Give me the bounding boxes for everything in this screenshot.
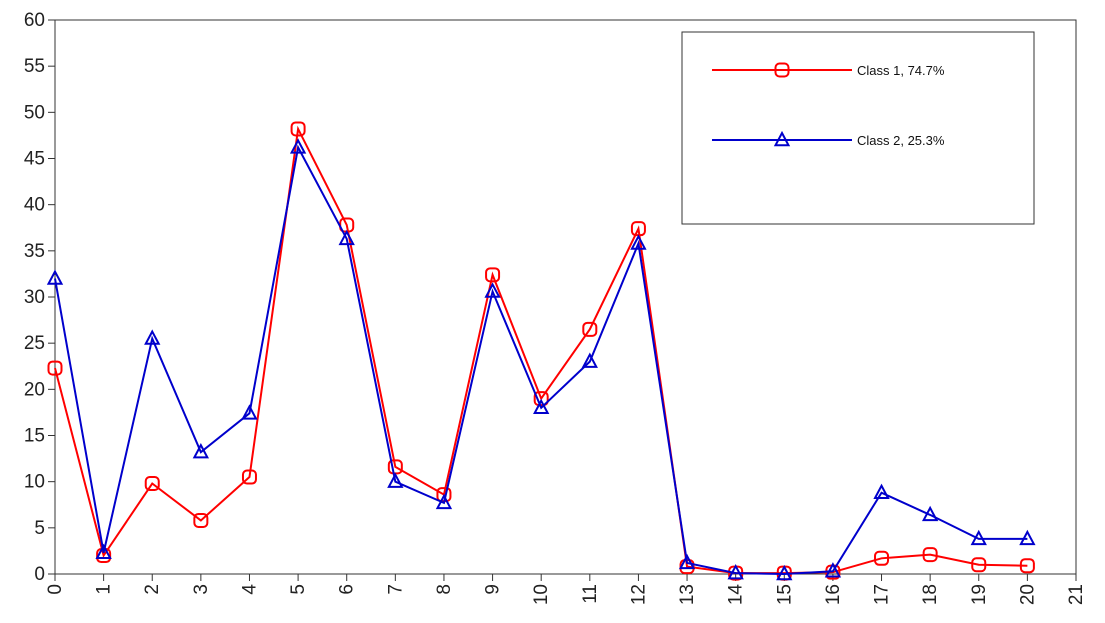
series-1-point — [971, 557, 987, 573]
y-tick-label: 5 — [34, 518, 45, 539]
x-tick-label: 6 — [337, 584, 358, 595]
x-tick-label: 20 — [1017, 584, 1038, 605]
legend: Class 1, 74.7% Class 2, 25.3% — [681, 31, 1035, 225]
y-tick-label: 35 — [24, 241, 45, 262]
legend-marker-2 — [773, 130, 791, 147]
series-layer — [46, 121, 1036, 581]
series-2-point — [824, 562, 842, 578]
y-tick-label: 25 — [24, 333, 45, 354]
series-2 — [46, 138, 1036, 581]
x-tick-label: 4 — [239, 584, 260, 595]
x-tick-label: 14 — [726, 584, 747, 606]
legend-marker-1 — [774, 62, 790, 78]
x-tick-label: 12 — [628, 584, 649, 605]
x-tick-label: 18 — [920, 584, 941, 605]
x-tick-label: 15 — [774, 584, 795, 605]
series-2-point — [387, 472, 404, 488]
x-tick-label: 16 — [823, 584, 844, 605]
y-tick-label: 30 — [24, 287, 45, 308]
x-tick-label: 13 — [677, 584, 698, 605]
series-line-1 — [54, 125, 1028, 575]
y-tick-label: 20 — [24, 379, 45, 400]
y-tick-label: 45 — [24, 149, 45, 170]
series-1-point — [144, 476, 160, 492]
x-tick-label: 1 — [94, 584, 115, 595]
series-1-point — [533, 391, 549, 407]
series-1-point — [485, 267, 501, 283]
series-2-point — [678, 553, 696, 570]
y-tick-label: 60 — [24, 10, 45, 31]
x-tick-label: 11 — [580, 584, 601, 604]
x-tick-label: 21 — [1066, 584, 1087, 605]
x-tick-label: 8 — [434, 584, 455, 595]
x-tick-label: 5 — [288, 584, 309, 595]
series-1-point — [47, 360, 63, 376]
x-tick-label: 9 — [483, 584, 504, 595]
series-2-point — [289, 138, 307, 154]
series-2-point — [533, 398, 550, 415]
series-line-2 — [54, 144, 1028, 576]
series-1-point — [1019, 558, 1035, 574]
series-1-point — [874, 550, 890, 566]
x-tick-label: 17 — [872, 584, 893, 605]
x-tick-label: 10 — [531, 584, 552, 605]
y-tick-label: 50 — [24, 102, 45, 123]
series-2-point — [46, 269, 64, 285]
series-2-point — [95, 543, 112, 560]
series-2-point — [873, 483, 890, 499]
series-2-point — [970, 529, 987, 546]
series-2-point — [435, 493, 453, 510]
legend-label-1: Class 1, 74.7% — [857, 63, 945, 78]
series-2-point — [921, 505, 939, 522]
series-1-point — [193, 512, 209, 528]
y-tick-label: 0 — [34, 564, 45, 585]
series-2-point — [630, 234, 647, 250]
x-tick-label: 3 — [191, 584, 212, 595]
y-tick-label: 55 — [24, 56, 45, 77]
series-2-point — [144, 329, 161, 345]
y-tick-label: 40 — [24, 195, 45, 216]
legend-box — [681, 31, 1035, 225]
series-1 — [47, 121, 1035, 581]
series-2-point — [1019, 529, 1036, 546]
x-tick-label: 7 — [385, 584, 406, 595]
series-2-point — [727, 563, 744, 580]
x-tick-label: 0 — [45, 584, 66, 595]
series-1-point — [241, 469, 257, 485]
y-axis: 0 5 10 15 20 25 30 35 40 45 50 55 60 — [24, 10, 55, 585]
x-tick-label: 19 — [969, 584, 990, 605]
y-tick-label: 10 — [24, 472, 45, 493]
series-1-point — [582, 321, 598, 337]
series-2-point — [581, 352, 598, 368]
series-1-point — [922, 547, 938, 563]
series-2-point — [338, 229, 355, 246]
y-tick-label: 15 — [24, 426, 45, 447]
x-axis: 0 1 2 3 4 5 6 7 8 9 10 11 12 13 14 15 16 17 18 19 20 21 — [45, 574, 1087, 605]
series-2-point — [241, 404, 258, 420]
series-2-point — [192, 442, 210, 459]
series-2-point — [776, 564, 793, 581]
x-tick-label: 2 — [142, 584, 163, 595]
series-2-point — [484, 282, 501, 298]
series-1-point — [290, 121, 306, 137]
legend-label-2: Class 2, 25.3% — [857, 133, 945, 148]
